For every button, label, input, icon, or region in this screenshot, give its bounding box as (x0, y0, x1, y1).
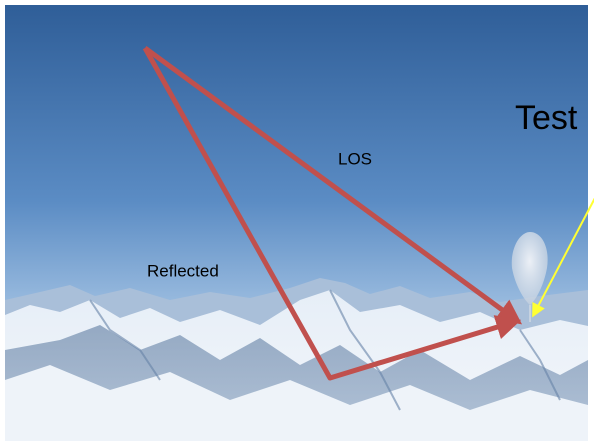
foreground-snow (5, 365, 588, 441)
los-arrow (143, 45, 523, 325)
ridge-line (329, 289, 401, 411)
los-label: LOS (338, 149, 372, 168)
ridge-line (89, 299, 161, 381)
test-pointer (532, 197, 594, 318)
reflected-arrow (142, 46, 522, 381)
balloon (511, 232, 548, 305)
test-label: Test (515, 99, 578, 137)
reflected-label: Reflected (147, 261, 219, 280)
ridge-line (519, 329, 561, 401)
